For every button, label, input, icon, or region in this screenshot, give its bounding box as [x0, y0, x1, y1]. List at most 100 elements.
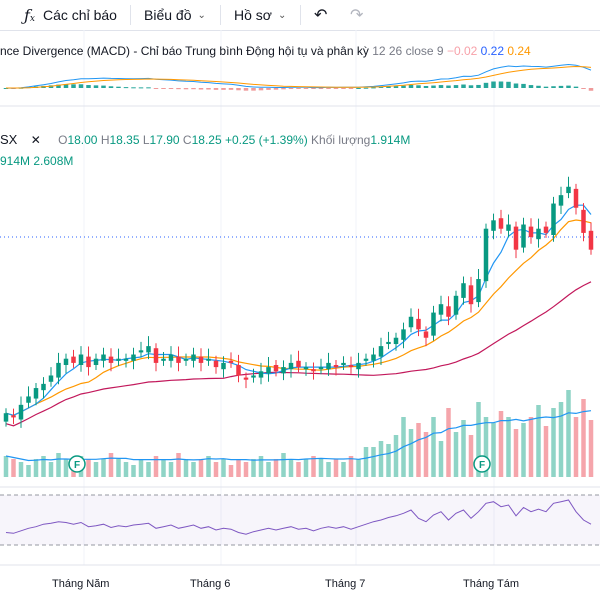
macd-histogram-bar	[251, 88, 256, 91]
x-axis-label: Tháng Tám	[463, 578, 520, 590]
candle-body	[393, 337, 399, 345]
candle-body	[281, 367, 286, 374]
macd-histogram-bar	[93, 85, 99, 88]
candle	[393, 332, 399, 351]
candle	[296, 350, 301, 373]
candle-body	[363, 358, 369, 361]
volume-bar	[101, 459, 106, 477]
macd-histogram-bar	[176, 88, 181, 90]
candle-body	[108, 356, 114, 363]
ma-mid-line	[5, 219, 592, 416]
volume-bar	[536, 405, 541, 477]
macd-histogram-bar	[71, 84, 76, 88]
volume-bar	[183, 459, 189, 477]
macd-histogram-bar	[543, 86, 549, 88]
candle-body	[123, 358, 129, 361]
price-pane	[3, 176, 594, 428]
macd-histogram-bar	[491, 81, 496, 88]
candle-body	[401, 329, 406, 340]
candle	[18, 396, 24, 428]
volume-bar	[573, 417, 579, 477]
candle-body	[206, 358, 211, 361]
volume-bar	[438, 441, 444, 477]
macd-legend[interactable]: nce Divergence (MACD) - Chỉ báo Trung bì…	[0, 44, 531, 58]
candle	[446, 296, 451, 326]
volume-bar	[281, 453, 286, 477]
candle-body	[18, 404, 24, 420]
low-label: L	[142, 133, 150, 147]
candle-body	[258, 371, 264, 378]
macd-histogram-bar	[446, 85, 451, 88]
close-icon[interactable]: ✕	[30, 133, 41, 147]
candle	[213, 355, 219, 374]
macd-histogram-bar	[513, 83, 519, 88]
candle-body	[138, 350, 144, 353]
macd-title: nce Divergence (MACD) - Chỉ báo Trung bì…	[0, 44, 369, 58]
undo-button[interactable]: ↶	[314, 0, 327, 30]
candle	[431, 305, 436, 341]
candle-body	[371, 354, 376, 361]
redo-button[interactable]: ↷	[350, 0, 363, 30]
candle-body	[3, 413, 9, 422]
candle	[408, 308, 414, 333]
volume-bar	[258, 456, 264, 477]
macd-histogram-bar	[393, 86, 399, 88]
candle	[243, 372, 249, 389]
volume-bar	[431, 417, 436, 477]
candle	[93, 353, 99, 371]
macd-histogram-bar	[191, 88, 196, 90]
macd-histogram-bar	[318, 88, 324, 89]
candle-body	[438, 304, 444, 315]
candle	[416, 308, 421, 337]
volume-value-2: 2.608M	[33, 154, 74, 168]
macd-histogram-bar	[138, 87, 144, 89]
chevron-down-icon: ⌄	[197, 9, 206, 21]
candle	[513, 221, 519, 259]
macd-histogram-bar	[206, 88, 211, 90]
candle	[71, 349, 76, 368]
candle-body	[348, 365, 354, 368]
candle	[266, 357, 271, 382]
volume-bar	[506, 417, 511, 477]
candle	[491, 213, 496, 240]
volume-bar	[318, 459, 324, 477]
ohlc-legend[interactable]: SX ✕ O18.00 H18.35 L17.90 C18.25 +0.25 (…	[0, 132, 410, 147]
toolbar-divider	[130, 5, 131, 25]
high-value: 18.35	[109, 133, 140, 147]
candle	[131, 347, 136, 370]
profile-menu-button[interactable]: Hồ sơ ⌄	[234, 0, 286, 30]
macd-histogram-bar	[378, 86, 384, 88]
redo-icon: ↷	[350, 7, 364, 24]
chart-menu-button[interactable]: Biểu đồ ⌄	[144, 0, 206, 30]
macd-histogram-bar	[581, 88, 586, 89]
macd-histogram-bar	[401, 85, 406, 88]
volume-bar	[521, 423, 526, 477]
volume-bar	[236, 459, 241, 477]
macd-histogram-bar	[566, 85, 571, 88]
candle-body	[213, 360, 219, 368]
candle-body	[251, 375, 256, 378]
macd-histogram-bar	[221, 88, 226, 90]
volume-legend[interactable]: 914M 2.608M	[0, 154, 73, 168]
candle-body	[416, 318, 421, 330]
indicators-button[interactable]: ƒx Các chỉ báo	[24, 0, 117, 30]
top-toolbar: ƒx Các chỉ báo Biểu đồ ⌄ Hồ sơ ⌄ ↶ ↷	[0, 0, 600, 31]
x-axis-label: Tháng Năm	[52, 578, 110, 590]
candle-body	[588, 230, 594, 250]
candle	[288, 354, 294, 378]
candle-body	[101, 354, 106, 361]
event-marker[interactable]: F	[68, 455, 86, 473]
macd-histogram-bar	[408, 84, 414, 88]
close-label: C	[182, 133, 192, 147]
macd-histogram-bar	[296, 88, 301, 89]
volume-bar	[566, 390, 571, 477]
event-marker[interactable]: F	[473, 455, 491, 473]
volume-bar	[371, 447, 376, 477]
candle-body	[116, 358, 121, 361]
volume-bar	[161, 459, 166, 477]
candle	[521, 217, 526, 253]
volume-bar	[513, 429, 519, 477]
macd-histogram-bar	[558, 85, 564, 88]
candle	[206, 348, 211, 366]
